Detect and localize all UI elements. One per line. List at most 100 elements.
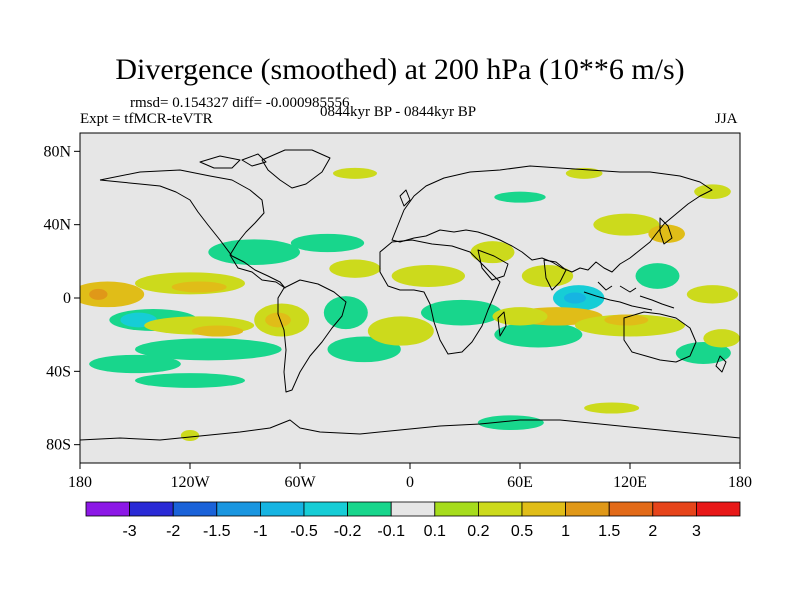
colorbar-label: -3 [122,523,136,540]
experiment-text: Expt = tfMCR-teVTR [80,111,213,127]
coastline-japan [659,217,673,245]
field-conv-atlantic-trop [323,296,368,330]
coastline-south-america [277,279,347,393]
colorbar-label: 0.1 [424,523,446,540]
lon-tick-label: 120E [613,474,647,491]
coastlines [80,149,740,441]
divergence-field [80,167,740,441]
lon-tick-label: 0 [406,474,414,491]
coastline-north-america [99,169,286,289]
field-div-africa-n [391,265,466,287]
field-div-pacific-ncore [171,281,227,293]
colorbar-box [434,501,479,517]
field-div-pacific-west-core [604,314,649,326]
colorbar-label: 0.2 [467,523,489,540]
lon-tick-label: 120W [170,474,210,491]
lat-tick-label: 40S [46,363,71,380]
field-div-east-pacific-eq [686,285,739,304]
field-div-pacific-eq [80,281,145,308]
lon-tick-label: 180 [728,474,752,491]
field-conv-pacific-south3 [89,354,181,374]
field-div-south-pacific-far [703,329,740,348]
field-div-south-america-core [265,312,291,328]
field-div-atlantic-n [329,259,381,278]
season-text: JJA [715,111,738,127]
field-div-antarctic [180,430,200,441]
colorbar-box [390,501,436,517]
colorbar-box [216,501,261,517]
field-div-arctic [333,167,377,179]
colorbar-box [696,501,741,517]
lat-tick-label: 40N [43,217,71,234]
field-conv-eurasia [494,191,546,203]
field-conv-pacific-south2 [135,338,282,361]
coastline-arctic-islands [199,153,267,169]
lat-tick-label: 80N [43,143,71,160]
colorbar-box [608,501,654,517]
field-conv-southern-ocean [477,415,544,430]
plot-title: Divergence (smoothed) at 200 hPa (10**6 … [115,53,685,86]
coastline-uk [399,189,411,207]
colorbar-boxes [85,501,741,517]
lat-tick-label: 80S [46,437,71,454]
field-div-japan [648,224,686,243]
field-conv-north-pacific [208,239,300,265]
field-div-mideast [470,241,515,264]
coastline-africa [379,239,501,355]
coastline-new-zealand [715,355,727,373]
colorbar-box [259,501,305,517]
coastline-india [543,259,567,291]
field-conv-southern-band [135,373,245,388]
field-div-east-asia [593,213,660,236]
latitude-axis: 80N 40N 0 40S 80S [43,143,80,454]
colorbar-box [521,501,566,517]
field-conv-south-pacific-east [675,342,731,364]
colorbar-label: 2 [648,523,657,540]
coastline-arabia [477,249,509,281]
colorbar-label: 1 [561,523,570,540]
field-div-north-pacific-high [694,184,731,200]
field-div-indian-s2 [492,307,548,326]
colorbar-label: -0.2 [334,523,362,540]
field-conv-north-pacific2 [290,233,365,253]
lon-tick-label: 60E [507,474,533,491]
field-div-pacific-eq-core [89,288,108,300]
colorbar-label: -1 [253,523,267,540]
lon-tick-label: 60W [284,474,316,491]
lat-tick-label: 0 [63,290,71,307]
field-conv-indian [494,321,583,348]
coastline-australia [623,311,697,363]
coastline-eurasia [391,165,713,273]
colorbar-labels: -3 -2 -1.5 -1 -0.5 -0.2 -0.1 0.1 0.2 0.5 1 1.5 2 3 [122,523,700,540]
stats-text: rmsd= 0.154327 diff= -0.000985556 [130,95,350,111]
colorbar-box [303,501,348,517]
field-div-pacific-south-core [191,325,244,337]
colorbar-box [565,501,610,517]
field-conv-africa [421,299,502,326]
coastline-greenland [261,149,331,189]
coastline-indonesia [583,281,675,311]
colorbar-box [85,501,130,517]
colorbar-box [172,501,218,517]
colorbar-label: 3 [692,523,701,540]
lon-tick-label: 180 [68,474,92,491]
colorbar-label: -0.5 [290,523,318,540]
colorbar-box [347,501,392,517]
colorbar-box [652,501,697,517]
colorbar-label: 0.5 [511,523,533,540]
field-conv-indonesia-core [564,292,586,304]
colorbar-label: -1.5 [203,523,231,540]
field-div-atlantic-s [367,316,434,346]
field-div-southern-ocean [584,402,640,414]
colorbar-box [129,501,174,517]
longitude-axis: 180 120W 60W 0 60E 120E 180 [68,463,752,491]
colorbar-label: -0.1 [377,523,405,540]
coastline-antarctica [80,419,740,441]
colorbar-box [477,501,523,517]
colorbar-label: 1.5 [598,523,620,540]
field-div-pacific-west [575,314,685,337]
period-text: 0844kyr BP - 0844kyr BP [320,104,477,120]
coastline-madagascar [497,311,507,337]
